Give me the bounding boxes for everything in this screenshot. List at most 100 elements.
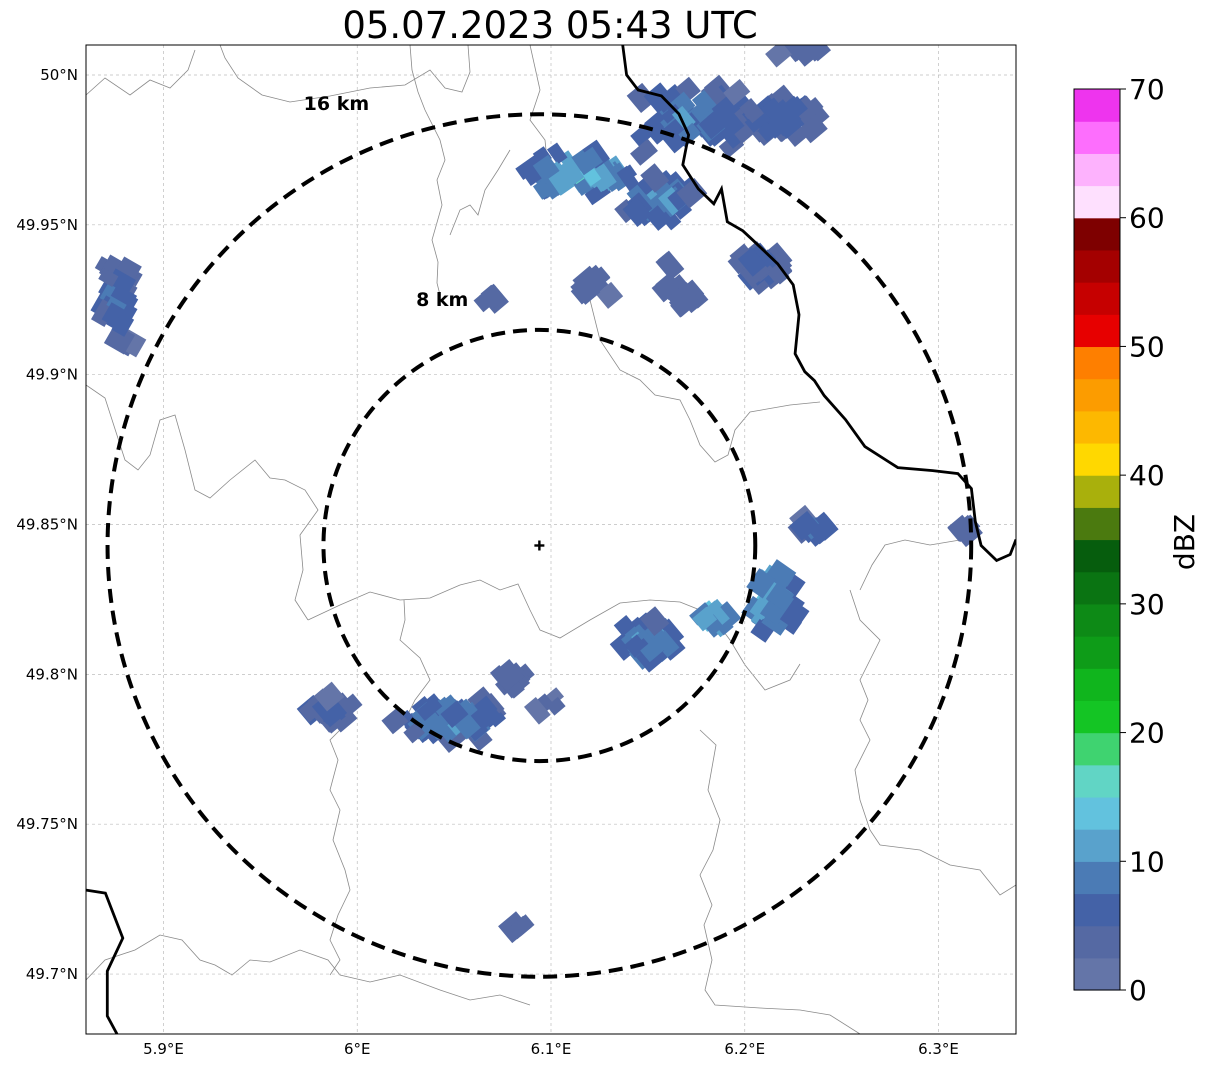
radar-echo-cell (491, 658, 525, 692)
colorbar-segment (1074, 249, 1120, 283)
radar-echo-cell (440, 700, 469, 728)
radar-echo-cell (106, 293, 129, 314)
radar-echo-cell (616, 165, 641, 193)
regional-boundary (699, 729, 861, 1034)
radar-echo-cell (739, 97, 765, 124)
radar-echo-cell (504, 678, 525, 699)
colorbar-segment (1074, 571, 1120, 605)
colorbar-label: dBZ (1168, 514, 1201, 570)
radar-echo-cell (798, 114, 828, 144)
colorbar-segment (1074, 378, 1120, 412)
colorbar-segment (1074, 700, 1120, 734)
radar-echo-cell (692, 606, 718, 632)
radar-echo-cell (765, 45, 792, 68)
colorbar-segment (1074, 893, 1120, 927)
gridlines (86, 45, 1016, 1034)
radar-echo-cell (798, 45, 823, 63)
colorbar-segment (1074, 636, 1120, 669)
colorbar-tick-label: 20 (1129, 717, 1165, 750)
colorbar-segment (1074, 217, 1120, 251)
lon-tick-label: 6.1°E (531, 1040, 572, 1058)
colorbar-segment (1074, 282, 1120, 315)
colorbar-segment (1074, 796, 1120, 830)
colorbar-segment (1074, 732, 1120, 766)
ring-label-8km: 8 km (416, 289, 468, 311)
radar-echo-cell (480, 284, 505, 309)
colorbar-segment (1074, 314, 1120, 348)
colorbar-segment (1074, 507, 1120, 541)
radar-echo-cell (765, 559, 797, 590)
colorbar-segment (1074, 185, 1120, 219)
lat-tick-label: 49.75°N (16, 815, 78, 833)
radar-echo-cell (111, 312, 135, 337)
radar-echo-cell (596, 281, 624, 309)
radar-echo-cell (748, 242, 776, 271)
regional-boundary (849, 589, 881, 846)
radar-echo-cell (746, 568, 776, 599)
radar-echo-cell (657, 252, 681, 276)
colorbar-segment (1074, 410, 1120, 444)
range-ring-16km (105, 112, 974, 979)
radar-echo-cell (766, 259, 793, 285)
lon-tick-label: 6.3°E (918, 1040, 959, 1058)
regional-boundary (329, 699, 351, 976)
colorbar-segment (1074, 829, 1120, 862)
radar-echo-cell (546, 696, 566, 716)
radar-echo-cell (511, 915, 533, 937)
lon-tick-label: 6°E (344, 1040, 371, 1058)
radar-echo-cell (381, 707, 409, 735)
lat-tick-label: 49.85°N (16, 516, 78, 534)
radar-echo-cell (640, 163, 670, 193)
colorbar-tick-label: 70 (1129, 73, 1165, 106)
radar-echo-cell (524, 696, 551, 725)
radar-echo-cell (737, 247, 767, 277)
colorbar-segment (1074, 539, 1120, 573)
colorbar-tick-label: 40 (1129, 459, 1165, 492)
radar-echo-cell (626, 82, 657, 113)
colorbar-tick-label: 50 (1129, 330, 1165, 363)
radar-echo-cell (648, 193, 671, 216)
lat-tick-label: 49.95°N (16, 216, 78, 234)
colorbar-segment (1074, 89, 1120, 122)
regional-boundary (86, 384, 319, 621)
regional-boundaries (86, 45, 1016, 1034)
radar-echo-cell (789, 510, 820, 541)
regional-boundary (86, 49, 196, 96)
radar-echo-cell (667, 188, 689, 211)
lon-tick-label: 6.2°E (724, 1040, 765, 1058)
country-border-southwest (86, 888, 125, 1034)
regional-boundary (219, 45, 471, 103)
colorbar-segment (1074, 346, 1120, 380)
regional-boundary (86, 934, 531, 1006)
ring-label-16km: 16 km (304, 93, 370, 115)
colorbar-segment (1074, 668, 1120, 701)
lat-tick-label: 49.7°N (26, 965, 78, 983)
regional-boundary (879, 844, 1016, 896)
map-area (86, 45, 1016, 1034)
lat-tick-label: 49.8°N (26, 665, 78, 683)
regional-boundary (307, 579, 801, 691)
radar-echo-cell (765, 582, 795, 611)
radar-echo-cell (573, 146, 603, 176)
lat-tick-label: 49.9°N (26, 366, 78, 384)
radar-echo-cell (314, 681, 345, 712)
map-title: 05.07.2023 05:43 UTC (342, 4, 758, 47)
colorbar-segment (1074, 925, 1120, 959)
latitude-tick-labels: 49.7°N 49.75°N 49.8°N 49.85°N 49.9°N 49.95°N 5… (16, 66, 78, 983)
regional-boundary (409, 45, 446, 296)
radar-echo-cell (706, 104, 732, 129)
radar-echo-cell (947, 514, 975, 543)
precipitation-echoes (90, 45, 983, 944)
colorbar-segment (1074, 153, 1120, 187)
colorbar-tick-label: 10 (1129, 845, 1165, 878)
radar-echo-cell (573, 274, 601, 303)
radar-echo-cell (676, 282, 698, 304)
colorbar-frame (1073, 88, 1121, 991)
colorbar: 0 10 20 30 40 50 60 70 (1073, 73, 1165, 1007)
regional-boundary (859, 539, 961, 591)
radar-echo-cell (691, 89, 717, 115)
map-frame (85, 44, 1017, 1035)
colorbar-tick-label: 30 (1129, 588, 1165, 621)
colorbar-segment (1074, 121, 1120, 154)
radar-echo-cell (702, 600, 730, 630)
